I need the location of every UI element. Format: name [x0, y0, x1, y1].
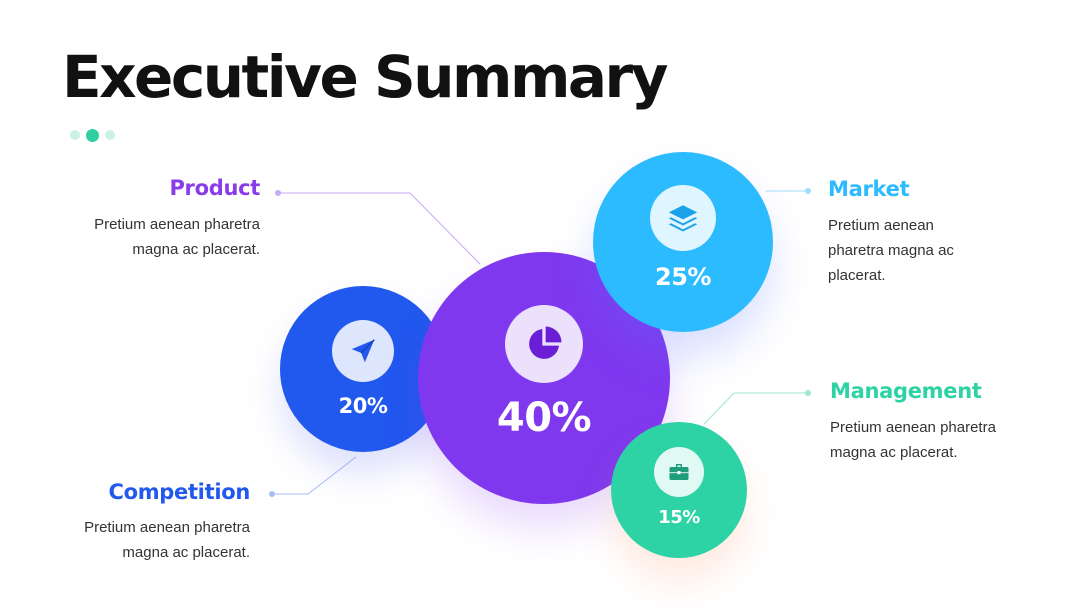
product-description: Pretium aenean pharetra magna ac placera… [94, 216, 260, 258]
send-arrow-icon [351, 339, 375, 363]
pagination-dot-active [86, 128, 99, 142]
pie-chart-icon [529, 326, 562, 359]
management-label: Management [830, 379, 982, 403]
market-label: Market [828, 177, 910, 201]
competition-icon-badge [332, 320, 394, 382]
slide-title: Executive Summary [62, 43, 668, 111]
competition-circle: 20% [280, 286, 446, 452]
connector-management [703, 392, 808, 425]
market-description: Pretium aenean pharetra magna ac placera… [828, 217, 954, 284]
competition-description: Pretium aenean pharetra magna ac placera… [84, 519, 250, 561]
management-description: Pretium aenean pharetra magna ac placera… [830, 419, 996, 461]
management-percent: 15% [658, 506, 700, 528]
competition-percent: 20% [338, 394, 388, 418]
connector-dot-management [805, 390, 811, 396]
market-percent: 25% [655, 263, 711, 291]
pagination-dot [70, 130, 80, 140]
pagination-dots [70, 128, 115, 142]
market-circle: 25% [593, 152, 773, 332]
connector-dot-product [275, 190, 281, 196]
briefcase-icon [669, 463, 689, 480]
connector-dot-competition [269, 491, 275, 497]
layers-icon [668, 205, 698, 232]
pagination-dot [105, 130, 115, 140]
product-icon-badge [505, 305, 583, 383]
connector-product [278, 192, 481, 265]
management-icon-badge [654, 446, 704, 497]
connector-competition [272, 456, 357, 495]
connector-dot-market [805, 188, 811, 194]
market-icon-badge [650, 185, 716, 251]
management-circle: 15% [611, 422, 747, 558]
competition-label: Competition [108, 480, 250, 504]
product-label: Product [169, 176, 260, 200]
product-percent: 40% [496, 395, 592, 441]
